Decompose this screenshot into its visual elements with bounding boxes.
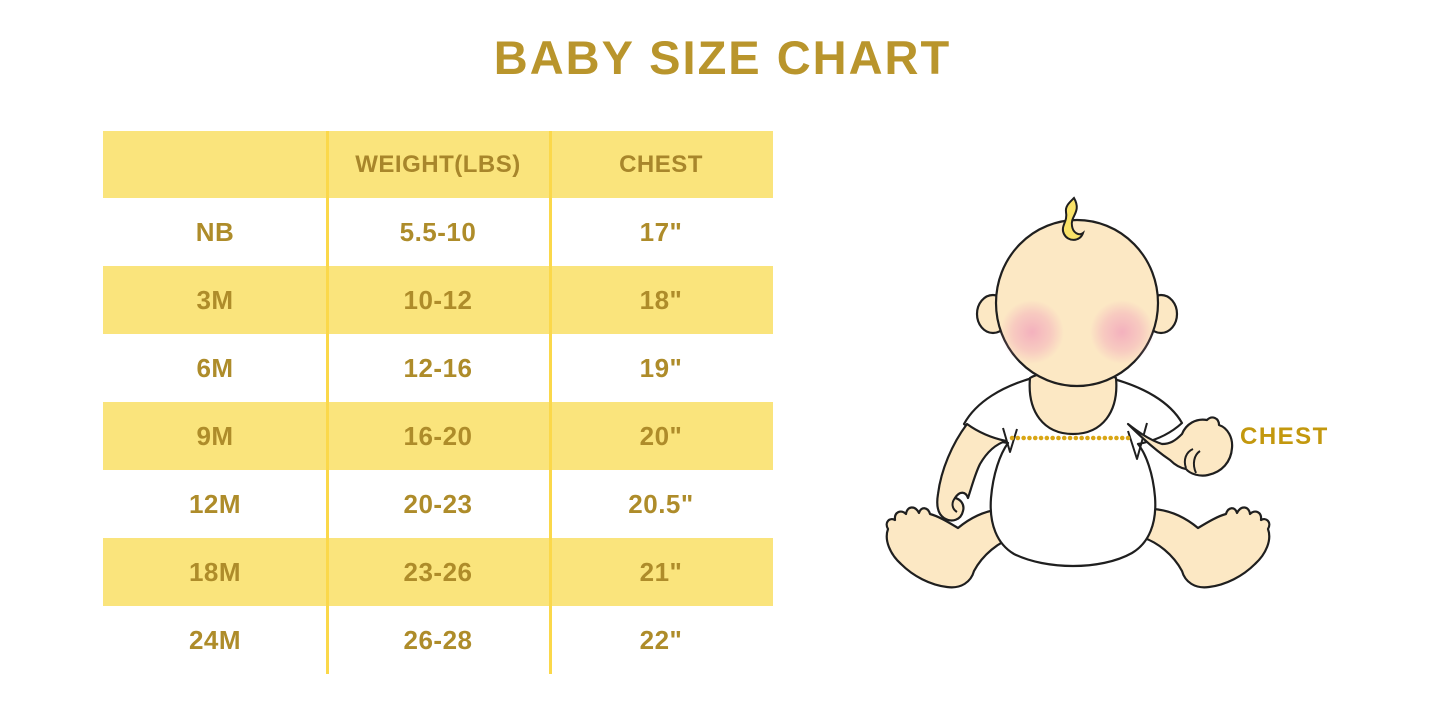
chest-cell: 20.5" [628, 488, 694, 519]
size-cell: 6M [196, 352, 234, 383]
table-row: 12M 20-23 20.5" [103, 470, 773, 538]
table-row: 6M 12-16 19" [103, 334, 773, 402]
table-row: 3M 10-12 18" [103, 266, 773, 334]
chest-cell: 18" [639, 284, 683, 315]
weight-cell: 16-20 [403, 420, 473, 451]
header-cell-weight: WEIGHT(LBS) [355, 150, 521, 178]
size-cell: NB [195, 216, 235, 247]
size-table: WEIGHT(LBS) CHEST NB 5.5-10 17" 3M 10-12 18" 6… [103, 131, 773, 674]
header-cell-size [103, 131, 327, 198]
table-body: NB 5.5-10 17" 3M 10-12 18" 6M 12-16 19" 9M 16-20 20… [103, 198, 773, 674]
weight-cell: 23-26 [403, 556, 473, 587]
baby-arms [936, 416, 1234, 522]
size-cell: 18M [188, 556, 242, 587]
size-cell: 12M [188, 488, 242, 519]
table-row: 24M 26-28 22" [103, 606, 773, 674]
baby-hair-curl [1061, 196, 1085, 241]
weight-cell: 5.5-10 [399, 216, 477, 247]
weight-cell: 26-28 [403, 624, 473, 655]
weight-cell: 12-16 [403, 352, 473, 383]
page-title: BABY SIZE CHART [493, 31, 952, 84]
chest-cell: 22" [639, 624, 683, 655]
header-cell-chest: CHEST [619, 150, 703, 178]
baby-blush-left [1000, 300, 1064, 364]
weight-cell: 10-12 [403, 284, 473, 315]
table-row: NB 5.5-10 17" [103, 198, 773, 266]
chest-cell: 17" [639, 216, 683, 247]
chest-cell: 21" [639, 556, 683, 587]
table-row: 9M 16-20 20" [103, 402, 773, 470]
table-row: 18M 23-26 21" [103, 538, 773, 606]
size-cell: 24M [188, 624, 242, 655]
table-header-row: WEIGHT(LBS) CHEST [103, 131, 773, 198]
baby-left-arm [936, 422, 1008, 522]
table-column-divider [326, 131, 329, 674]
weight-cell: 20-23 [403, 488, 473, 519]
baby-right-arm [1126, 416, 1234, 477]
chest-cell: 20" [639, 420, 683, 451]
table-column-divider [549, 131, 552, 674]
baby-blush-right [1090, 300, 1154, 364]
chest-cell: 19" [639, 352, 683, 383]
size-cell: 3M [196, 284, 234, 315]
size-cell: 9M [196, 420, 234, 451]
baby-illustration [885, 196, 1271, 589]
chest-label: CHEST [1240, 423, 1329, 450]
